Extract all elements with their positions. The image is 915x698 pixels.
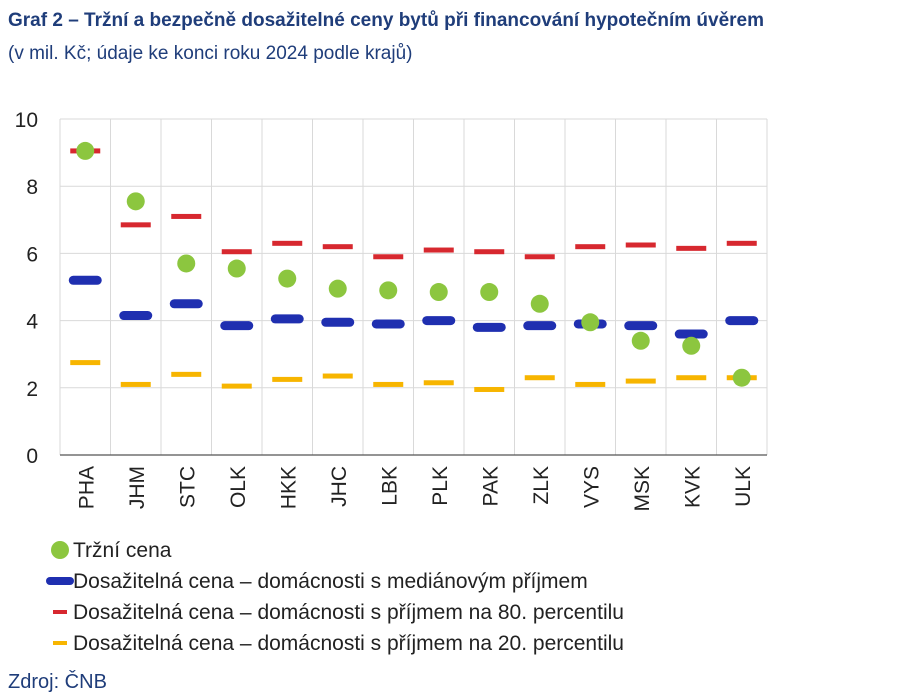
x-category-label: OLK [227, 466, 250, 508]
p20-income-mark [322, 373, 353, 379]
p80-income-mark [272, 240, 303, 246]
p20-income-mark [272, 376, 303, 382]
p80-income-mark [676, 245, 707, 251]
x-category-label: STC [176, 466, 199, 508]
x-category-label: MSK [631, 466, 654, 512]
x-category-label: JHM [126, 466, 149, 509]
market-price-point [278, 269, 297, 288]
market-price-point [429, 283, 448, 302]
legend-label: Dosažitelná cena – domácnosti s příjmem … [73, 632, 624, 655]
market-price-point [682, 336, 701, 355]
market-price-point [732, 368, 751, 387]
p80-income-mark [373, 254, 404, 260]
x-category-label: ULK [732, 466, 755, 507]
p20-income-mark [70, 360, 101, 366]
y-axis-ticks: 0 2 4 6 8 10 [15, 109, 39, 468]
chart-marks [68, 141, 759, 392]
x-category-label: PHA [75, 466, 98, 509]
p80-income-mark [575, 244, 606, 250]
legend-circle-icon [51, 541, 69, 559]
chart-subtitle: (v mil. Kč; údaje ke konci roku 2024 pod… [8, 43, 413, 64]
market-price-point [227, 259, 246, 278]
p80-income-mark [221, 249, 252, 255]
p80-income-mark [625, 242, 656, 248]
y-tick-label: 2 [26, 378, 38, 401]
market-price-point [177, 254, 196, 273]
market-price-point [581, 313, 600, 332]
legend-dash-icon [53, 641, 67, 645]
x-axis-categories: PHA JHM STC OLK HKK JHC LBK PLK PAK ZLK VYS MSK KVK U… [75, 466, 755, 512]
p80-income-mark [120, 222, 151, 228]
market-price-point [126, 192, 145, 211]
market-price-point [530, 294, 549, 313]
p20-income-mark [373, 381, 404, 387]
p20-income-mark [221, 383, 252, 389]
market-price-point [480, 283, 499, 302]
p80-income-mark [524, 254, 555, 260]
y-tick-label: 6 [26, 243, 38, 266]
y-tick-label: 10 [15, 109, 38, 132]
market-price-point [631, 331, 650, 350]
y-tick-label: 8 [26, 176, 38, 199]
source-note: Zdroj: ČNB [8, 671, 107, 693]
chart-title: Graf 2 – Tržní a bezpečně dosažitelné ce… [8, 10, 764, 31]
x-category-label: PAK [479, 466, 502, 506]
p80-income-mark [726, 240, 757, 246]
p20-income-mark [171, 371, 202, 377]
legend-dash-icon [53, 610, 67, 614]
p20-income-mark [524, 375, 555, 381]
y-tick-label: 0 [26, 445, 38, 468]
x-category-label: KVK [681, 466, 704, 508]
x-category-label: ZLK [530, 466, 553, 505]
x-category-label: HKK [277, 466, 300, 509]
x-category-label: VYS [580, 466, 603, 508]
p80-income-mark [171, 213, 202, 219]
x-category-label: LBK [378, 466, 401, 506]
p20-income-mark [625, 378, 656, 384]
x-category-label: JHC [328, 466, 351, 507]
p20-income-mark [575, 381, 606, 387]
p20-income-mark [423, 380, 454, 386]
p80-income-mark [474, 249, 505, 255]
market-price-point [379, 281, 398, 300]
market-price-point [76, 141, 95, 160]
p80-income-mark [322, 244, 353, 250]
p20-income-mark [676, 375, 707, 381]
legend: Tržní cena Dosažitelná cena – domácnosti … [46, 539, 624, 655]
grid [59, 118, 768, 456]
p20-income-mark [120, 381, 151, 387]
p20-income-mark [474, 386, 505, 392]
legend-label: Tržní cena [73, 539, 172, 562]
market-price-point [328, 279, 347, 298]
p80-income-mark [423, 247, 454, 253]
legend-label: Dosažitelná cena – domácnosti s příjmem … [73, 601, 624, 624]
y-tick-label: 4 [26, 311, 38, 334]
x-category-label: PLK [429, 466, 452, 506]
legend-label: Dosažitelná cena – domácnosti s mediánov… [73, 570, 588, 593]
